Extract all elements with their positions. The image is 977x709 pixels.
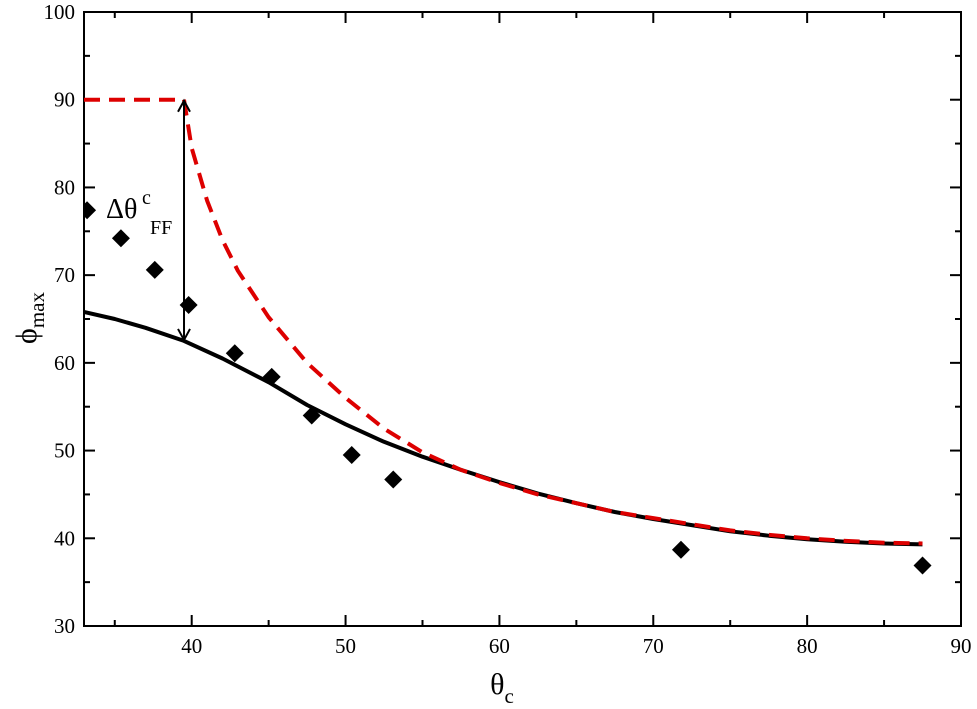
y-tick-label: 30 [54,614,75,638]
solid-curve [84,310,923,547]
ticks [84,11,962,627]
x-tick-label: 90 [951,634,972,658]
tick-labels: 40 50 60 70 80 90 30 40 50 60 70 80 90 100 [44,0,972,658]
data-point-diamond [913,556,932,575]
y-tick-label: 40 [54,526,75,550]
dashed-curve [84,97,923,546]
data-point-diamond [342,445,361,464]
data-point-diamond [302,406,321,425]
annotation-label: Δθ [106,194,137,225]
data-point-diamond [145,260,164,279]
y-tick-label: 100 [44,0,76,24]
annotation-arrowhead-down [177,328,191,343]
data-point-diamond [262,367,281,386]
x-tick-label: 70 [643,634,664,658]
data-point-diamond [179,295,198,314]
annotation-label-sup: c [142,187,151,209]
data-point-diamond [671,540,690,559]
annotation-arrowhead-up [177,98,191,113]
data-point-diamond [111,229,130,248]
x-axis-label-sub: c [505,684,514,708]
y-tick-label: 80 [54,175,75,199]
y-tick-label: 70 [54,263,75,287]
y-axis-label-main: ϕ [10,328,43,344]
annotation-label-sub: FF [150,217,172,239]
y-axis-label-sub: max [25,292,49,329]
data-point-diamond [384,470,403,489]
x-tick-label: 50 [335,634,356,658]
y-axis-label: ϕmax [10,292,49,344]
x-axis-label: θc [490,668,514,708]
x-tick-label: 40 [181,634,202,658]
y-tick-label: 90 [54,88,75,112]
x-tick-label: 60 [489,634,510,658]
series-layer [84,97,932,575]
data-point-diamond [225,344,244,363]
x-axis-label-main: θ [490,668,504,701]
data-point-diamond [84,201,97,220]
plot-frame [83,11,962,627]
x-tick-label: 80 [797,634,818,658]
y-tick-label: 60 [54,351,75,375]
annotation-layer: Δθ c FF [106,98,191,343]
y-tick-label: 50 [54,439,75,463]
